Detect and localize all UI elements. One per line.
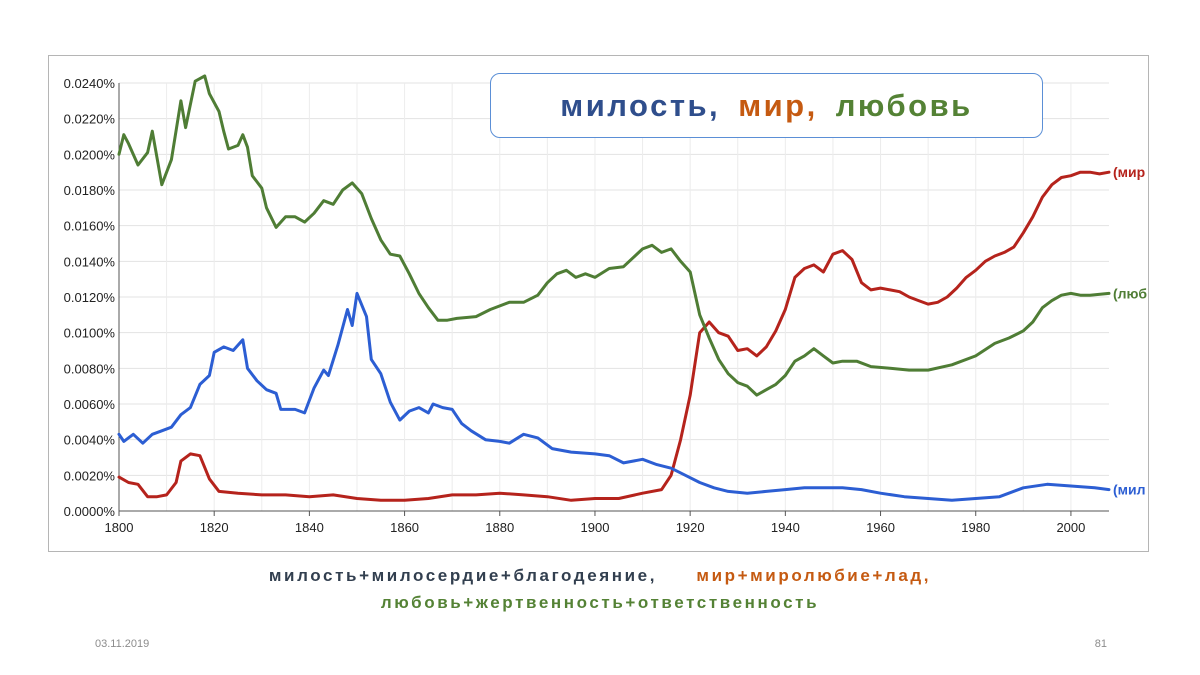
x-tick-label: 1880 [485, 520, 514, 535]
y-tick-label: 0.0060% [64, 397, 116, 412]
y-tick-label: 0.0000% [64, 504, 116, 519]
slide-date: 03.11.2019 [95, 638, 150, 650]
series-end-label-3: (мил [1113, 482, 1146, 498]
series-lines [117, 74, 1111, 502]
x-tick-label: 1900 [581, 520, 610, 535]
x-tick-label: 1920 [676, 520, 705, 535]
y-tick-label: 0.0200% [64, 147, 116, 162]
y-tick-label: 0.0140% [64, 254, 116, 269]
series-end-label-1: (мир [1113, 164, 1145, 180]
chart-title-box: милость, мир, любовь [490, 73, 1043, 138]
title-word-2: мир, [738, 87, 818, 123]
y-tick-label: 0.0080% [64, 361, 116, 376]
caption-part-3: любовь+жертвенность+ответственность [380, 593, 820, 612]
caption-part-2: мир+миролюбие+лад, [696, 566, 932, 585]
y-tick-label: 0.0220% [64, 112, 116, 127]
y-tick-label: 0.0160% [64, 219, 116, 234]
y-tick-label: 0.0180% [64, 183, 116, 198]
x-tick-label: 1980 [961, 520, 990, 535]
y-tick-label: 0.0120% [64, 290, 116, 305]
x-tick-label: 1960 [866, 520, 895, 535]
axes: 0.0000% 0.0020% 0.0040% 0.0060% 0.0080% 0.010… [64, 76, 1109, 535]
x-tick-label: 1820 [200, 520, 229, 535]
series-line-1 [117, 170, 1111, 502]
series-line-2 [117, 74, 1111, 397]
x-tick-label: 2000 [1056, 520, 1085, 535]
series-line-3 [117, 291, 1111, 502]
y-tick-label: 0.0020% [64, 468, 116, 483]
title-word-1: милость, [560, 87, 721, 123]
x-tick-label: 1940 [771, 520, 800, 535]
series-labels: (мир (люб (мил [1113, 164, 1147, 497]
x-tick-label: 1840 [295, 520, 324, 535]
x-tick-label: 1800 [105, 520, 134, 535]
grid [118, 82, 1109, 512]
x-tick-label: 1860 [390, 520, 419, 535]
caption-line-1: милость+милосердие+благодеяние, мир+миро… [0, 566, 1200, 586]
y-tick-label: 0.0040% [64, 433, 116, 448]
caption-part-1: милость+милосердие+благодеяние, [268, 566, 658, 585]
caption-line-2: любовь+жертвенность+ответственность [0, 593, 1200, 613]
y-tick-label: 0.0240% [64, 76, 116, 91]
y-tick-label: 0.0100% [64, 326, 116, 341]
title-word-3: любовь [835, 87, 973, 123]
series-end-label-2: (люб [1113, 285, 1147, 301]
slide-number: 81 [1094, 638, 1107, 650]
ngram-chart: 0.0000% 0.0020% 0.0040% 0.0060% 0.0080% 0.010… [64, 74, 1147, 535]
